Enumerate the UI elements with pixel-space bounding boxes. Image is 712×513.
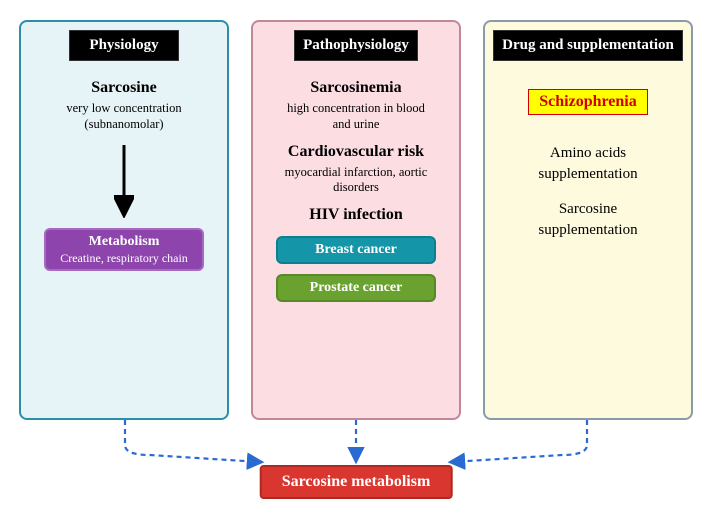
panel-title-drug: Drug and supplementation	[493, 30, 683, 61]
panels-row: Physiology Sarcosine very low concentrat…	[0, 0, 712, 420]
panel-physiology: Physiology Sarcosine very low concentrat…	[19, 20, 229, 420]
heading-sarcosine: Sarcosine	[29, 79, 219, 97]
sub-cardio: myocardial infarction, aortic disorders	[261, 165, 451, 196]
text-sarcosine-supp: Sarcosine supplementation	[493, 199, 683, 241]
text-amino-acids: Amino acids supplementation	[493, 143, 683, 185]
panel-pathophysiology: Pathophysiology Sarcosinemia high concen…	[251, 20, 461, 420]
box-prostate-cancer: Prostate cancer	[276, 274, 436, 302]
box-sarcosine-metabolism: Sarcosine metabolism	[260, 465, 453, 499]
sub-sarcosine: very low concentration (subnanomolar)	[29, 101, 219, 132]
panel-drug-supplementation: Drug and supplementation Schizophrenia A…	[483, 20, 693, 420]
box-metabolism-label: Metabolism	[89, 234, 160, 249]
highlight-schizophrenia: Schizophrenia	[528, 89, 648, 115]
panel-title-physiology: Physiology	[69, 30, 179, 61]
heading-sarcosinemia: Sarcosinemia	[261, 79, 451, 97]
arrow-down-icon	[114, 143, 134, 218]
heading-hiv: HIV infection	[261, 206, 451, 224]
box-metabolism: Metabolism Creatine, respiratory chain	[44, 228, 204, 272]
box-breast-cancer: Breast cancer	[276, 236, 436, 264]
panel-title-pathophysiology: Pathophysiology	[294, 30, 418, 61]
heading-cardio: Cardiovascular risk	[261, 143, 451, 161]
sub-sarcosinemia: high concentration in blood and urine	[261, 101, 451, 132]
box-metabolism-sub: Creatine, respiratory chain	[54, 252, 194, 266]
